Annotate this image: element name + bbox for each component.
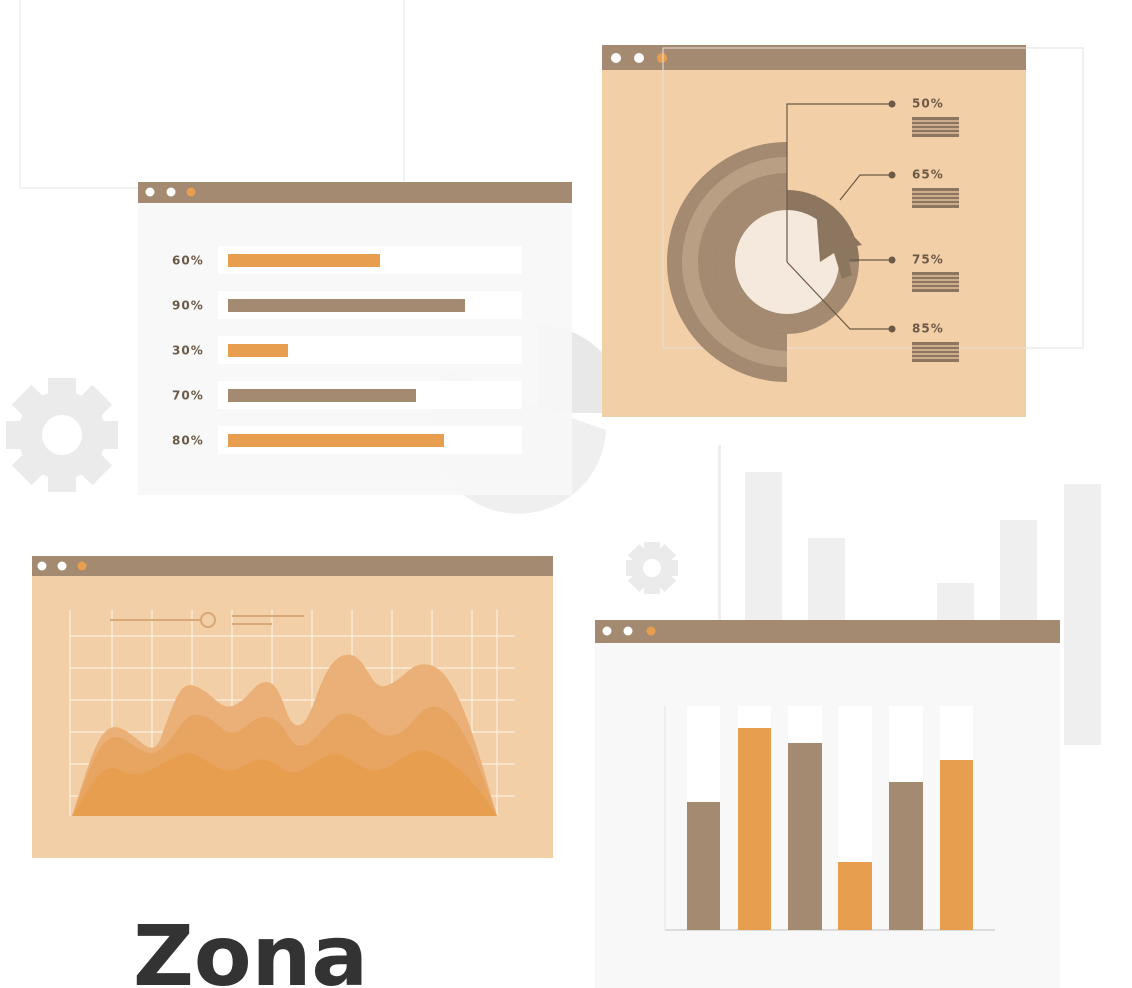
gear (626, 542, 678, 594)
frame (19, 0, 405, 189)
row-label: 30% (172, 344, 204, 358)
row-label: 80% (172, 434, 204, 448)
legend-label: 75% (912, 253, 944, 267)
bar-window: 60% 90% 30% 70% 80% (138, 182, 572, 495)
row-label: 60% (172, 254, 204, 268)
legend-label: 65% (912, 168, 944, 182)
row-label: 90% (172, 299, 204, 313)
area-window (32, 556, 553, 858)
row-label: 70% (172, 389, 204, 403)
gear (6, 378, 118, 492)
legend-label: 85% (912, 322, 944, 336)
bar-chart-window (595, 620, 1060, 988)
title: Zona (133, 907, 368, 988)
donut-window: 50% 65% 75% 85% (602, 45, 1084, 417)
legend-label: 50% (912, 97, 944, 111)
